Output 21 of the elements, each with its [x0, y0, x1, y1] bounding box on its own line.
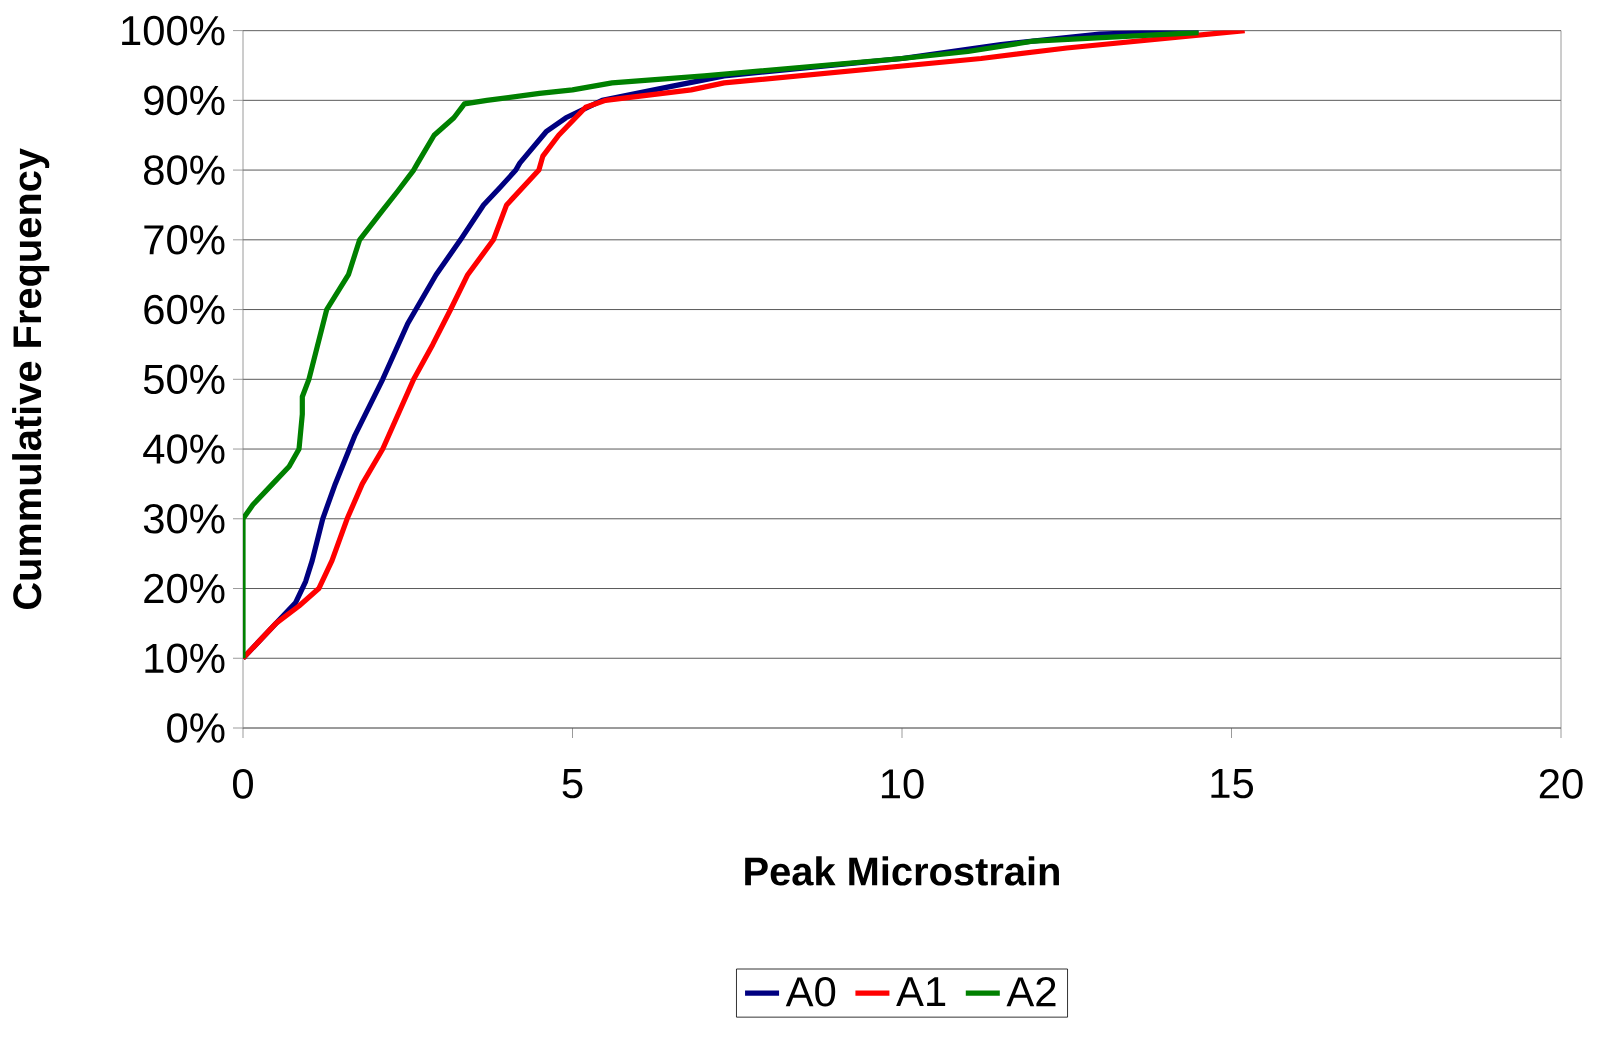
- x-tick-label: 0: [232, 769, 253, 799]
- y-tick-label: 80%: [144, 155, 225, 185]
- x-tick-label: 20: [1539, 769, 1583, 799]
- legend-label: A1: [896, 977, 946, 1006]
- x-tick-label: 15: [1211, 769, 1253, 799]
- y-tick-label: 50%: [143, 364, 225, 395]
- y-tick-label: 100%: [122, 15, 225, 46]
- y-tick-label: 90%: [144, 85, 225, 116]
- y-tick-label: 20%: [144, 573, 225, 604]
- y-tick-label: 70%: [144, 225, 225, 255]
- y-tick-label: 60%: [144, 294, 225, 325]
- y-tick-label: 10%: [145, 643, 225, 674]
- x-axis-title: Peak Microstrain: [745, 856, 1059, 886]
- legend-label: A2: [1006, 976, 1056, 1007]
- x-tick-label: 10: [881, 769, 924, 799]
- x-tick-label: 5: [562, 769, 583, 799]
- legend-label: A0: [785, 976, 836, 1007]
- y-tick-label: 40%: [143, 434, 225, 464]
- y-axis-title: Cummulative Frequency: [12, 148, 50, 610]
- y-tick-label: 30%: [143, 503, 225, 534]
- y-tick-label: 0%: [167, 713, 225, 743]
